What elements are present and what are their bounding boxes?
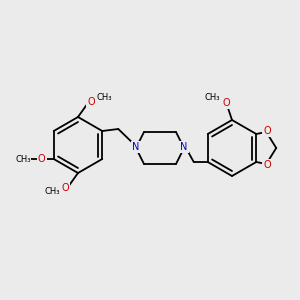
Text: CH₃: CH₃ (44, 188, 60, 196)
Text: O: O (222, 98, 230, 108)
Text: O: O (263, 126, 271, 136)
Text: O: O (38, 154, 46, 164)
Text: CH₃: CH₃ (15, 154, 31, 164)
Text: CH₃: CH₃ (96, 94, 112, 103)
Text: CH₃: CH₃ (204, 92, 220, 101)
Text: N: N (132, 142, 140, 152)
Text: N: N (180, 142, 188, 152)
Text: O: O (87, 97, 95, 107)
Text: O: O (61, 183, 69, 193)
Text: O: O (263, 160, 271, 170)
